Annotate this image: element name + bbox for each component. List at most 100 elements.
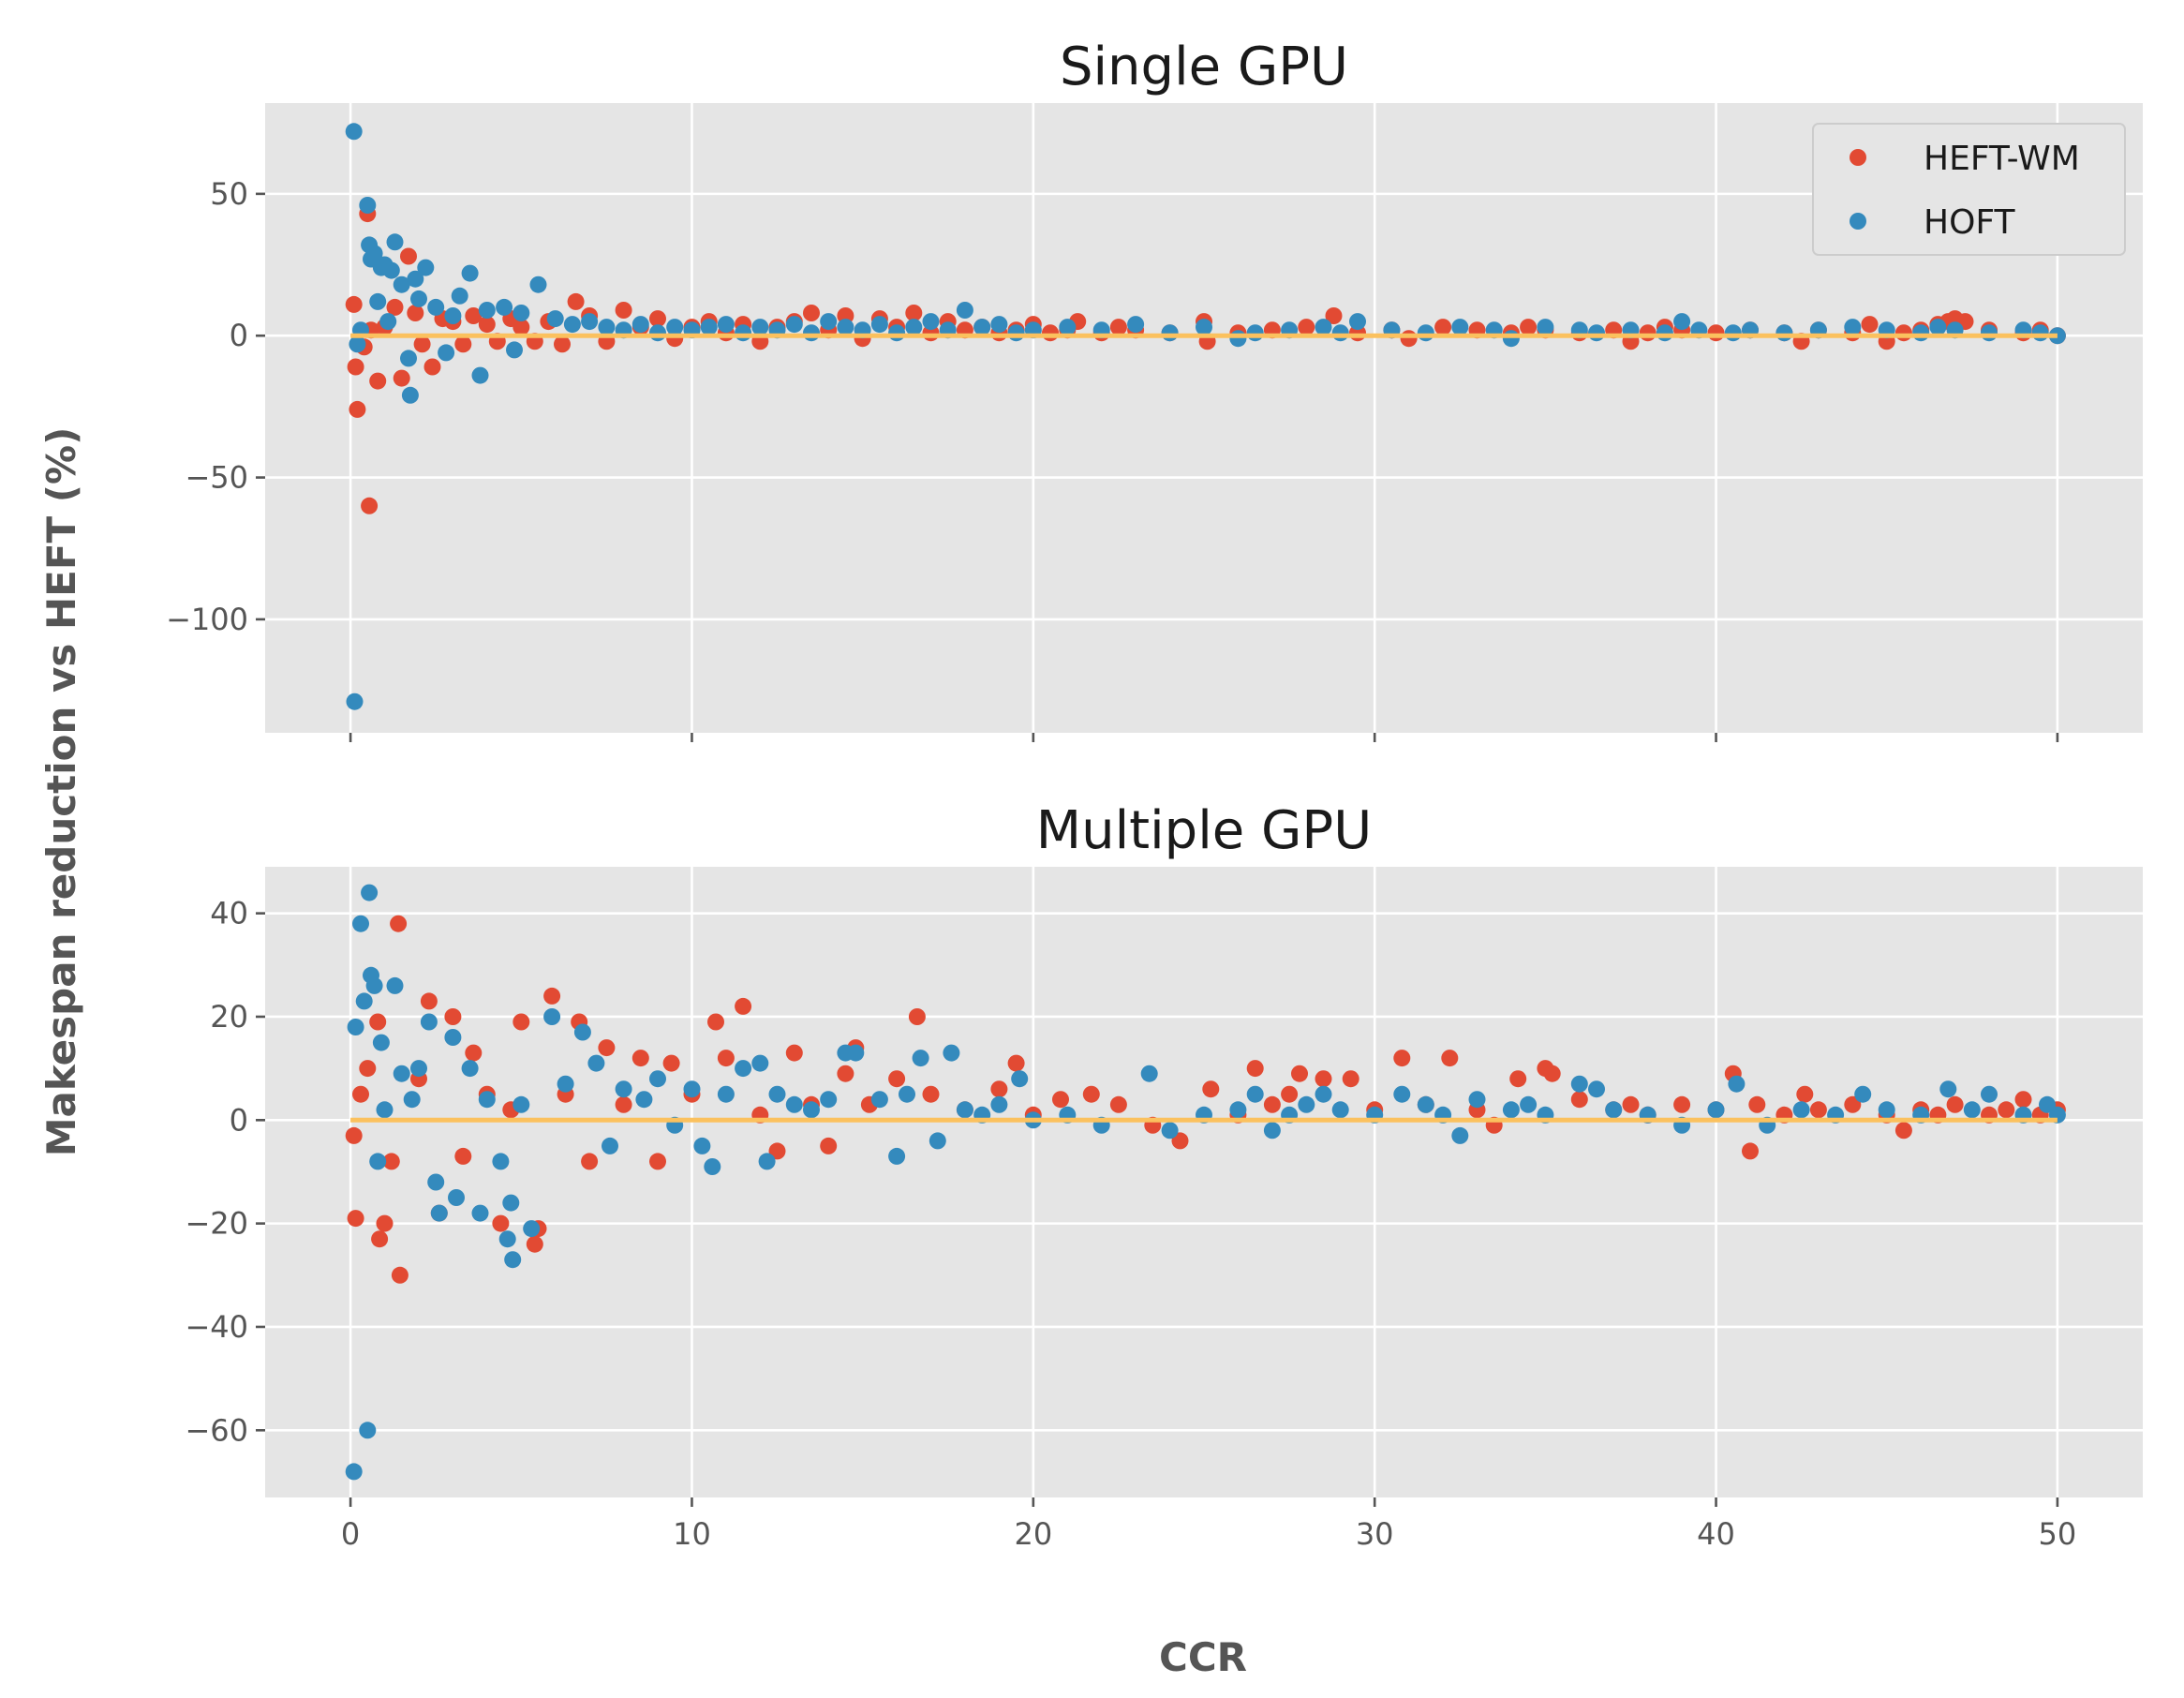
data-point [598,319,616,336]
x-tick-label: 0 [341,1516,360,1552]
data-point [1502,330,1520,348]
data-point [526,1235,543,1253]
data-point [943,1044,960,1062]
data-point [386,976,404,994]
data-point [704,1158,721,1175]
data-point [1109,319,1127,336]
data-point [492,1214,510,1232]
data-point [513,319,530,336]
data-point [803,324,820,342]
data-point [478,316,496,334]
data-point [598,1039,616,1057]
data-point [502,1194,520,1212]
data-point [820,1137,838,1154]
data-point [1246,324,1264,342]
data-point [990,1095,1008,1113]
data-point [1981,1085,1998,1103]
data-point [1007,1054,1025,1072]
x-tick-label: 50 [2039,1516,2077,1552]
series-hoft [345,884,2066,1481]
data-point [922,1085,940,1103]
data-point [407,270,424,288]
data-point [573,1023,591,1041]
data-point [382,1153,400,1170]
data-point [700,319,718,336]
data-point [847,1044,865,1062]
data-point [602,1137,618,1154]
legend-label: HEFT-WM [1924,140,2080,178]
data-point [1894,324,1912,342]
data-point [837,1065,854,1082]
data-point [393,276,410,293]
data-point [1263,1122,1281,1139]
data-point [1656,324,1673,342]
data-point [400,350,417,367]
y-tick-label: 50 [210,176,248,212]
data-point [498,1230,516,1248]
data-point [413,335,431,353]
data-point [461,1060,479,1078]
data-point [1052,1091,1069,1109]
data-point [1639,324,1657,342]
data-point [1809,1101,1827,1119]
data-point [386,233,404,251]
data-point [1400,330,1418,348]
panels: 50 0 −50 −100 Single GPU HEFT-WM HOFT 0 10 20 30 40… [166,37,2143,1552]
data-point [361,497,379,514]
data-point [1509,1070,1527,1088]
data-point [1315,319,1332,336]
data-point [683,1080,701,1098]
data-point [956,302,973,319]
data-point [1724,324,1742,342]
data-point [349,400,366,418]
y-tick-label: 20 [210,999,248,1035]
y-tick-label: −60 [185,1412,248,1448]
data-point [1202,1080,1220,1098]
data-point [735,997,752,1015]
data-point [379,313,397,331]
data-point [1520,1095,1538,1113]
data-point [956,1101,973,1119]
data-point [400,247,417,265]
data-point [1796,1085,1814,1103]
panel-title: Multiple GPU [1036,800,1372,861]
data-point [376,1214,394,1232]
data-point [1588,1080,1605,1098]
data-point [523,1220,541,1238]
data-point [513,305,530,321]
data-point [359,1060,377,1078]
data-point [423,358,441,376]
data-point [803,305,820,321]
y-tick-label: −50 [185,460,248,496]
data-point [361,884,379,901]
x-tick-label: 40 [1697,1516,1735,1552]
data-point [717,316,735,334]
data-point [345,295,363,313]
data-point [666,319,684,336]
data-point [635,1091,653,1109]
panel-single-gpu: 50 0 −50 −100 Single GPU HEFT-WM HOFT [166,37,2143,742]
data-point [369,1013,387,1031]
data-point [403,1091,421,1109]
data-point [929,1132,946,1150]
x-tick-label: 30 [1356,1516,1394,1552]
data-point [1861,316,1879,334]
data-point [1229,1101,1247,1119]
data-point [615,302,632,319]
data-point [471,1204,489,1222]
data-point [870,316,888,334]
data-point [1520,319,1538,336]
data-point [1775,324,1793,342]
data-point [1161,324,1179,342]
data-point [1451,319,1469,336]
data-point [1792,1101,1810,1119]
plot-area [265,867,2143,1497]
data-point [1434,319,1452,336]
data-point [1844,1095,1862,1113]
data-point [2039,1095,2056,1113]
data-point [735,324,752,342]
data-point [1140,1065,1158,1082]
data-point [1246,1085,1264,1103]
data-point [735,1060,752,1078]
